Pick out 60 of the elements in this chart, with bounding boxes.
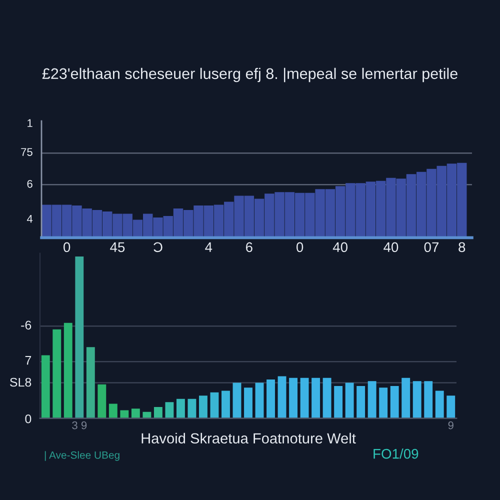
bar	[98, 384, 106, 418]
bar	[165, 402, 174, 418]
x-tick-label: 40	[332, 242, 348, 252]
bar	[334, 386, 343, 418]
bar	[322, 378, 332, 418]
bar	[52, 329, 62, 418]
bar	[188, 398, 196, 418]
bar	[131, 408, 140, 418]
text: SL8	[10, 378, 32, 387]
bar	[402, 378, 410, 418]
bar	[108, 404, 118, 418]
bar	[435, 390, 444, 418]
x-tick-label: 40	[384, 242, 398, 252]
bar	[75, 256, 84, 418]
bar	[356, 386, 366, 418]
bar	[379, 388, 388, 418]
x-tick-label: 6	[246, 242, 252, 252]
text: FO1/09	[374, 448, 418, 459]
bar	[278, 376, 286, 418]
bar	[300, 378, 309, 418]
bar	[266, 379, 275, 418]
text: 1	[28, 119, 32, 127]
bar	[232, 382, 242, 418]
text: 6	[27, 180, 32, 188]
text: -6	[21, 320, 32, 330]
chart-title: £23'elthaan scheseuer luserg efj 8. |mepeal se lemertar petile	[42, 68, 458, 82]
bar	[176, 398, 185, 418]
bar	[345, 382, 354, 418]
text: 7	[25, 356, 32, 365]
bar	[199, 396, 208, 418]
x-tick-label: 4	[205, 242, 212, 252]
x-tick-label: 45	[110, 242, 125, 252]
x-tick-label: 0	[296, 242, 304, 252]
bar	[446, 396, 456, 418]
bar	[86, 347, 95, 418]
bar	[412, 381, 422, 418]
x-axis-title: Havoid Skraetua Foatnoture Welt	[142, 432, 356, 444]
bar	[424, 381, 433, 418]
x-tick-label: 9	[448, 421, 454, 430]
x-tick-label: Ɔ	[154, 242, 162, 252]
bar	[120, 410, 129, 418]
bar	[154, 406, 162, 418]
bar	[368, 381, 376, 418]
text: | Ave-Slee UBeg	[44, 451, 120, 461]
bar	[312, 378, 320, 418]
text: 0	[25, 414, 32, 424]
bar	[222, 390, 230, 418]
bar	[210, 392, 219, 418]
bar	[255, 382, 264, 418]
bar	[244, 388, 252, 418]
text: 75	[21, 148, 32, 156]
x-tick-label: 07	[424, 242, 439, 252]
bar	[64, 322, 72, 418]
text: 4	[26, 214, 33, 223]
bar	[289, 378, 298, 418]
x-tick-label: 0	[64, 242, 70, 252]
bar	[41, 355, 50, 418]
x-tick-label: 8	[458, 242, 466, 252]
x-tick-label: 3 9	[72, 421, 87, 430]
bar	[390, 386, 399, 418]
